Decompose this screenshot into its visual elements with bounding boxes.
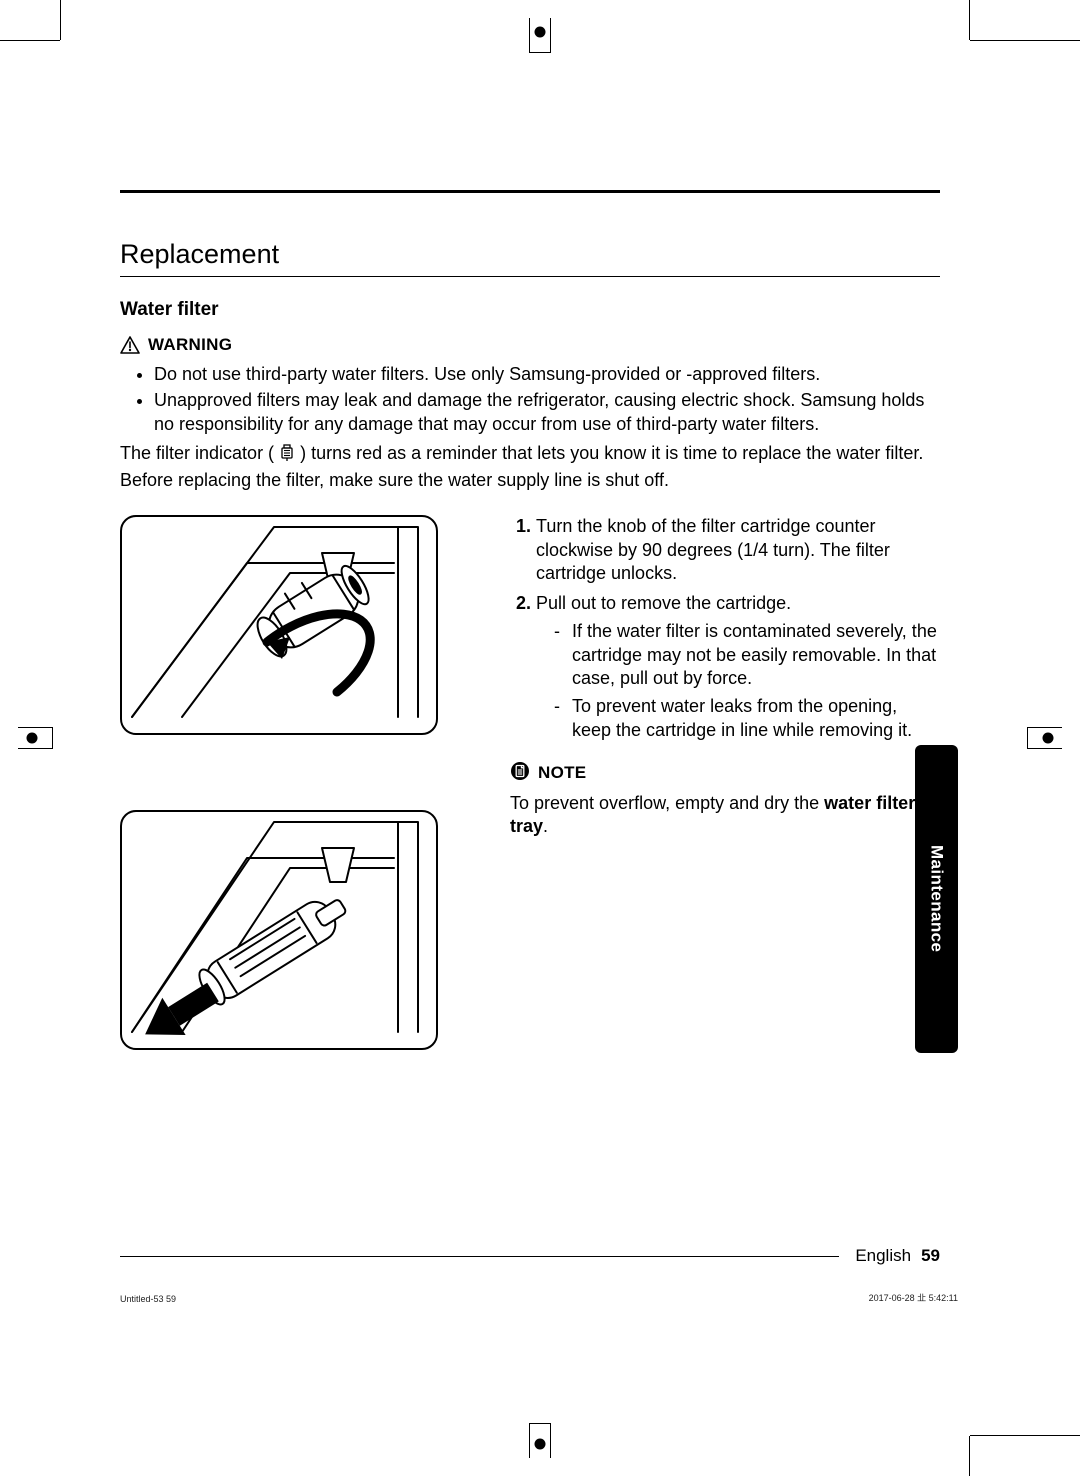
note-text-before: To prevent overflow, empty and dry the [510,793,824,813]
steps-column: Turn the knob of the filter cartridge co… [510,515,940,1050]
figure-unlock-cartridge [120,515,438,735]
imprint-left: Untitled-53 59 [120,1294,176,1304]
step-2-sub: To prevent water leaks from the opening,… [554,695,940,743]
heading-rule [120,276,940,277]
top-rule [120,190,940,193]
trim-mark [60,0,61,40]
trim-mark [969,1436,970,1476]
trim-mark [970,40,1080,41]
trim-mark [969,0,970,40]
warning-label: WARNING [148,335,232,355]
step-2-text: Pull out to remove the cartridge. [536,593,791,613]
subsection-heading: Water filter [120,299,940,321]
warning-header: WARNING [120,335,940,355]
intro-text-before: The filter indicator ( [120,443,274,463]
crop-mark-left [18,727,53,749]
note-header: NOTE [510,761,940,786]
note-paragraph: To prevent overflow, empty and dry the w… [510,792,940,840]
note-text-after: . [543,816,548,836]
step-2-substeps: If the water filter is contaminated seve… [536,620,940,743]
step-2: Pull out to remove the cartridge. If the… [536,592,940,743]
steps-list: Turn the knob of the filter cartridge co… [510,515,940,743]
footer-page-number: 59 [921,1246,940,1266]
page-content: Replacement Water filter WARNING Do not … [120,190,940,1050]
step-2-sub: If the water filter is contaminated seve… [554,620,940,691]
trim-mark [0,40,60,41]
figure-column [120,515,438,1050]
imprint-right: 2017-06-28 㐀 5:42:11 [869,1291,958,1304]
section-tab-label: Maintenance [927,845,947,952]
filter-indicator-icon [279,446,300,466]
crop-mark-top [529,18,551,53]
warning-triangle-icon [120,336,140,354]
figure-remove-cartridge [120,810,438,1050]
intro-paragraph: The filter indicator ( ) turns red as a … [120,442,940,493]
section-heading: Replacement [120,239,940,270]
trim-mark [970,1435,1080,1436]
section-tab: Maintenance [915,745,958,1053]
crop-mark-bottom [529,1423,551,1458]
warning-bullet: Do not use third-party water filters. Us… [154,363,940,387]
footer-language: English [855,1246,911,1266]
page-footer: English 59 [120,1246,940,1266]
crop-mark-right [1027,727,1062,749]
warning-bullets: Do not use third-party water filters. Us… [120,363,940,436]
note-document-icon [510,761,530,786]
step-1: Turn the knob of the filter cartridge co… [536,515,940,586]
note-label: NOTE [538,763,586,783]
footer-rule [120,1256,839,1257]
warning-bullet: Unapproved filters may leak and damage t… [154,389,940,437]
